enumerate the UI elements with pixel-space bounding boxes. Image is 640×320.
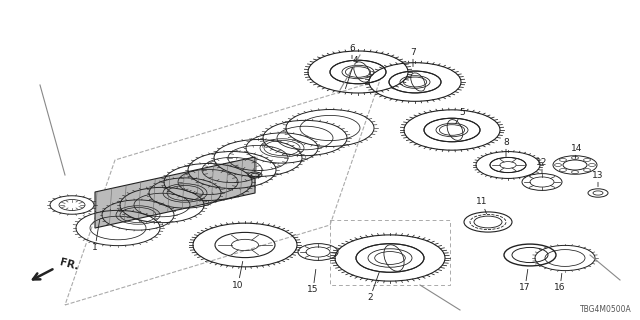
Text: 10: 10 [232, 261, 244, 290]
Text: 15: 15 [307, 269, 319, 294]
Polygon shape [95, 157, 255, 228]
Text: 17: 17 [519, 269, 531, 292]
Text: 11: 11 [476, 197, 488, 214]
Text: 16: 16 [554, 273, 566, 292]
Text: 4: 4 [346, 55, 358, 89]
Text: 13: 13 [592, 171, 604, 187]
Text: 1: 1 [92, 220, 100, 252]
Text: 5: 5 [456, 108, 465, 124]
Text: 12: 12 [536, 157, 548, 174]
Ellipse shape [248, 172, 262, 178]
Text: TBG4M0500A: TBG4M0500A [580, 305, 632, 314]
Text: FR.: FR. [58, 258, 79, 272]
Text: 8: 8 [503, 138, 509, 156]
Text: 6: 6 [349, 44, 355, 59]
Text: 14: 14 [572, 143, 582, 159]
Text: 7: 7 [410, 47, 416, 67]
Text: 2: 2 [367, 271, 380, 302]
